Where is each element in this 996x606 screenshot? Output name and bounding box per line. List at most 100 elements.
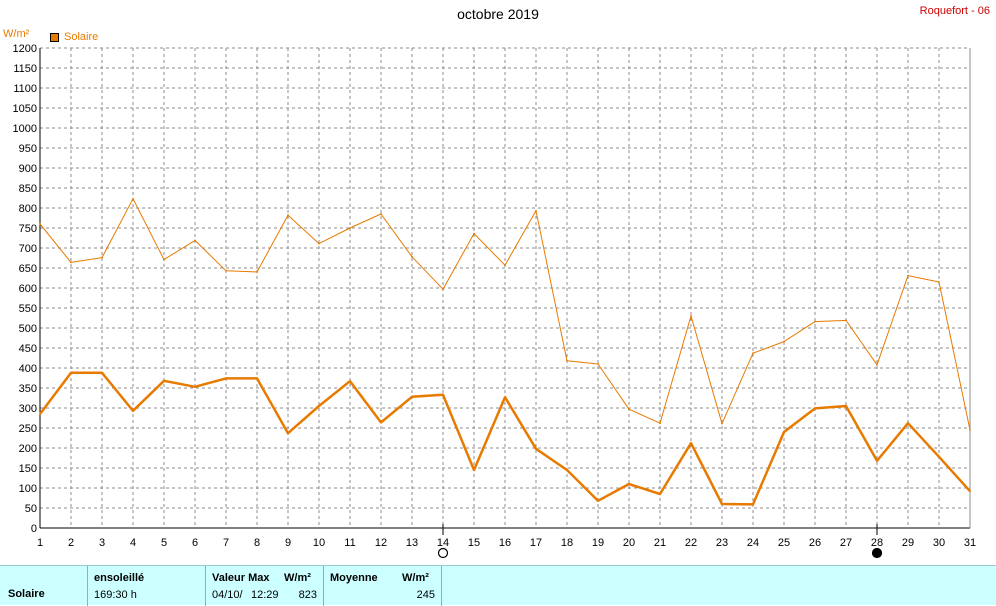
data-point [194,385,196,388]
x-tick-label: 16 [499,537,511,549]
x-tick-label: 2 [68,537,74,549]
data-point [628,483,630,485]
y-tick-label: 0 [31,523,37,535]
y-tick-label: 200 [19,443,37,455]
x-tick-label: 24 [747,537,759,549]
data-point [907,274,909,277]
footer-max-cell: Valeur Max W/m² 04/10/ 12:29 823 [206,566,324,606]
x-tick-label: 30 [933,537,945,549]
data-point [287,432,289,435]
y-tick-label: 1050 [13,103,37,115]
x-tick-label: 28 [871,537,883,549]
footer-label-cell: Solaire [0,566,88,606]
data-point [535,447,537,450]
y-tick-label: 250 [19,423,37,435]
data-point [597,363,599,365]
y-tick-label: 850 [19,183,37,195]
x-tick-label: 3 [99,537,105,549]
y-tick-label: 700 [19,243,37,255]
full-moon-icon [871,547,883,559]
data-point [845,405,847,407]
data-point [380,421,382,424]
data-point [566,359,568,362]
max-time: 12:29 [251,589,279,601]
data-point [473,232,475,235]
x-tick-label: 10 [313,537,325,549]
x-tick-label: 1 [37,537,43,549]
avg-unit: W/m² [402,572,429,584]
data-point [318,242,320,245]
data-point [628,408,630,411]
y-tick-label: 400 [19,363,37,375]
y-tick-label: 350 [19,383,37,395]
y-tick-label: 100 [19,483,37,495]
data-point [969,490,971,493]
data-point [783,431,785,433]
sun-value: 169:30 h [94,589,137,601]
legend-label: Solaire [64,31,99,43]
data-point [256,271,258,273]
footer-summary: Solaire ensoleillé 169:30 h Valeur Max W… [0,565,996,606]
data-point [659,422,661,425]
data-point [132,197,134,200]
y-tick-label: 950 [19,143,37,155]
y-tick-label: 1150 [13,63,37,75]
y-tick-label: 600 [19,283,37,295]
data-point [442,393,444,396]
new-moon-icon [437,547,449,559]
x-tick-label: 31 [964,537,976,549]
y-axis-unit: W/m² [3,28,30,40]
footer-avg-cell: Moyenne W/m² 245 [324,566,442,606]
data-point [380,213,382,215]
data-point [659,493,661,495]
data-point [163,379,165,382]
data-point [783,340,785,343]
y-tick-label: 500 [19,323,37,335]
data-point [442,288,444,291]
x-tick-label: 26 [809,537,821,549]
data-point [256,377,258,380]
data-point [876,459,878,462]
data-point [969,429,971,431]
data-point [318,405,320,407]
y-tick-label: 1000 [13,123,37,135]
x-tick-label: 25 [778,537,790,549]
y-tick-label: 1200 [13,43,37,55]
data-point [194,239,196,242]
data-point [225,377,227,380]
data-point [163,258,165,261]
data-point [473,469,475,471]
avg-value: 245 [416,589,435,601]
legend-swatch [50,33,59,42]
data-point [814,320,816,323]
x-tick-label: 4 [130,537,136,549]
x-tick-label: 5 [161,537,167,549]
station-name: Roquefort - 06 [919,5,990,17]
y-tick-label: 800 [19,203,37,215]
x-tick-label: 23 [716,537,728,549]
y-tick-label: 650 [19,263,37,275]
x-tick-label: 21 [654,537,666,549]
data-point [39,223,41,225]
data-point [938,455,940,458]
data-point [101,256,103,259]
data-point [132,409,134,412]
max-unit: W/m² [284,572,311,584]
y-tick-label: 1100 [13,83,37,95]
x-tick-label: 8 [254,537,260,549]
data-point [287,214,289,217]
y-tick-label: 50 [25,503,37,515]
avg-title: Moyenne [330,572,378,584]
data-point [70,371,72,374]
data-point [566,469,568,471]
solar-chart: 0 50 100 150 200 250 300 350 400 450 500 550 600 650 7… [13,43,976,559]
data-point [845,319,847,322]
data-point [39,413,41,415]
data-point [349,227,351,229]
footer-row-label: Solaire [8,588,45,600]
y-tick-label: 750 [19,223,37,235]
data-point [876,363,878,366]
sun-title: ensoleillé [94,572,145,584]
data-point [752,352,754,355]
data-point [907,422,909,425]
